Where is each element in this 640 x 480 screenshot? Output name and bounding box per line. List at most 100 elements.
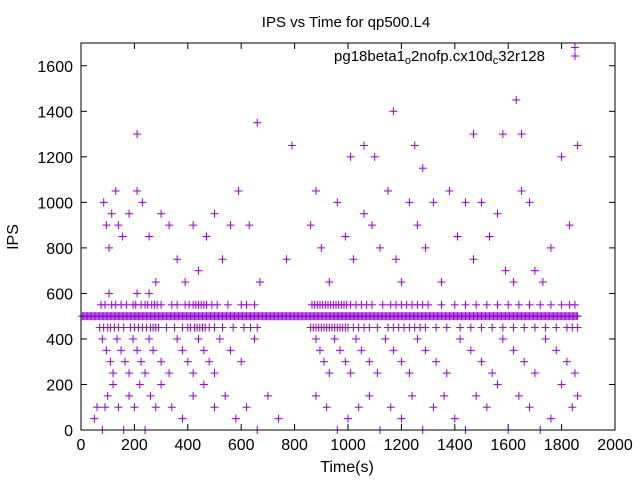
data-point bbox=[397, 357, 406, 366]
data-point bbox=[485, 232, 494, 241]
data-point bbox=[215, 334, 224, 343]
data-point bbox=[181, 278, 190, 287]
y-axis: 0 200 400 600 800 1000 1200 1400 1600 bbox=[37, 59, 615, 440]
y-tick-label: 1600 bbox=[37, 59, 73, 76]
data-point bbox=[469, 130, 478, 139]
data-point bbox=[253, 118, 262, 127]
data-point bbox=[107, 209, 116, 218]
data-point bbox=[231, 414, 240, 423]
data-point bbox=[405, 369, 414, 378]
data-point bbox=[135, 380, 144, 389]
data-point bbox=[517, 130, 526, 139]
data-point bbox=[315, 346, 324, 355]
data-point bbox=[344, 414, 352, 423]
data-point bbox=[514, 300, 523, 309]
y-tick-label: 1400 bbox=[37, 104, 73, 121]
data-point bbox=[546, 414, 555, 423]
data-point bbox=[145, 289, 154, 298]
data-point bbox=[365, 323, 374, 332]
data-point bbox=[570, 300, 579, 309]
data-point bbox=[306, 221, 315, 230]
data-point bbox=[234, 186, 243, 195]
data-point bbox=[226, 221, 235, 230]
data-point bbox=[509, 278, 518, 287]
data-point bbox=[477, 357, 486, 366]
data-point bbox=[325, 369, 334, 378]
data-point bbox=[311, 334, 320, 343]
data-point bbox=[242, 403, 251, 412]
data-point bbox=[245, 221, 254, 230]
x-tick-label: 400 bbox=[174, 437, 201, 454]
data-point bbox=[488, 369, 497, 378]
data-point bbox=[410, 141, 419, 150]
y-tick-label: 600 bbox=[46, 286, 73, 303]
data-point bbox=[218, 255, 227, 264]
data-point bbox=[541, 323, 550, 332]
data-point bbox=[138, 198, 147, 207]
data-point bbox=[552, 323, 561, 332]
data-point bbox=[442, 323, 451, 332]
data-point bbox=[210, 323, 219, 332]
x-tick-label: 0 bbox=[77, 437, 86, 454]
data-point bbox=[125, 209, 134, 218]
data-point bbox=[189, 221, 198, 230]
data-point bbox=[133, 346, 142, 355]
x-tick-label: 1600 bbox=[490, 437, 526, 454]
data-point bbox=[517, 186, 526, 195]
data-point bbox=[570, 369, 579, 378]
data-point bbox=[530, 369, 539, 378]
data-point bbox=[218, 323, 227, 332]
data-point bbox=[373, 369, 382, 378]
data-point bbox=[466, 346, 475, 355]
y-tick-label: 1000 bbox=[37, 195, 73, 212]
data-point bbox=[568, 403, 577, 412]
data-point bbox=[311, 391, 320, 400]
data-point bbox=[346, 152, 355, 161]
data-point bbox=[442, 369, 451, 378]
x-axis-label: Time(s) bbox=[320, 459, 374, 476]
data-point bbox=[90, 414, 99, 423]
data-point bbox=[453, 232, 462, 241]
data-point bbox=[461, 300, 470, 309]
data-point bbox=[333, 198, 342, 207]
data-point bbox=[121, 357, 130, 366]
data-point bbox=[125, 369, 134, 378]
data-point bbox=[368, 300, 377, 309]
data-point bbox=[429, 198, 438, 207]
data-point bbox=[365, 357, 374, 366]
data-point bbox=[146, 391, 155, 400]
x-tick-label: 200 bbox=[121, 437, 148, 454]
data-point bbox=[151, 403, 160, 412]
data-point bbox=[210, 209, 219, 218]
data-point bbox=[482, 300, 491, 309]
data-point bbox=[570, 43, 579, 52]
data-point bbox=[538, 278, 547, 287]
data-point bbox=[226, 346, 235, 355]
data-point bbox=[114, 403, 123, 412]
x-tick-label: 1000 bbox=[330, 437, 366, 454]
data-point bbox=[445, 186, 454, 195]
y-tick-label: 1200 bbox=[37, 150, 73, 167]
data-point bbox=[133, 289, 142, 298]
data-point bbox=[450, 300, 459, 309]
data-point bbox=[573, 141, 582, 150]
data-point bbox=[319, 357, 328, 366]
data-point bbox=[157, 357, 166, 366]
x-tick-label: 1200 bbox=[384, 437, 420, 454]
data-point bbox=[469, 255, 478, 264]
data-point bbox=[413, 334, 422, 343]
data-point bbox=[512, 95, 521, 104]
data-point bbox=[113, 334, 122, 343]
data-point bbox=[189, 369, 198, 378]
data-point bbox=[477, 323, 486, 332]
data-point bbox=[557, 300, 566, 309]
data-point bbox=[424, 300, 433, 309]
data-point bbox=[557, 152, 566, 161]
data-point bbox=[183, 357, 192, 366]
data-point bbox=[157, 300, 166, 309]
data-point bbox=[157, 209, 166, 218]
data-point bbox=[122, 300, 131, 309]
data-point bbox=[99, 198, 108, 207]
